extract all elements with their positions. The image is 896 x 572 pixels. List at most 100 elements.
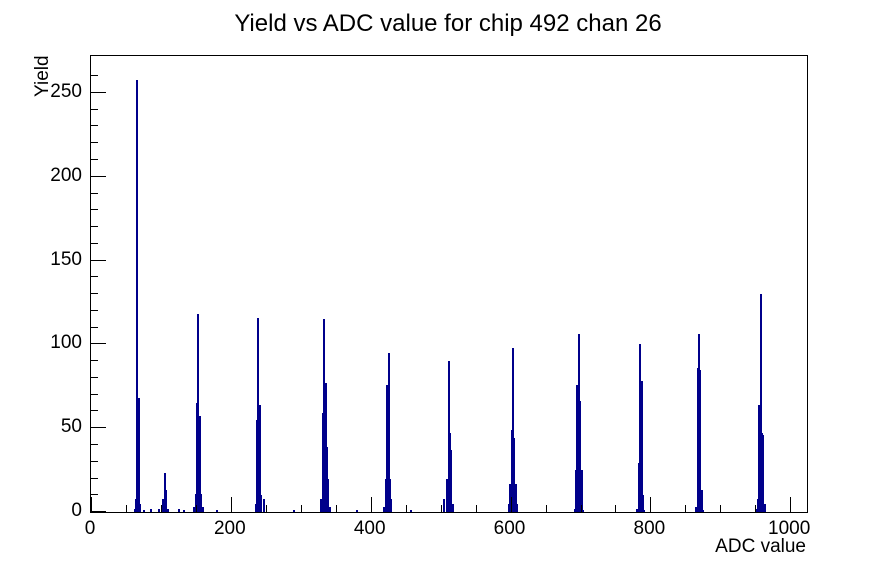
histogram-bin (581, 510, 584, 512)
x-minor-tick (545, 505, 547, 512)
histogram-bin (390, 498, 393, 512)
y-minor-tick (91, 494, 98, 496)
x-major-tick (230, 497, 232, 512)
histogram-bin (643, 510, 646, 512)
x-tick-label: 800 (633, 518, 666, 539)
y-major-tick (91, 511, 106, 512)
histogram-bin (139, 503, 142, 512)
histogram-bin (136, 79, 139, 512)
x-tick-label: 600 (493, 518, 526, 539)
histogram-bin (513, 438, 516, 512)
x-minor-tick (195, 505, 197, 512)
y-major-tick (91, 259, 106, 261)
y-minor-tick (91, 276, 98, 278)
x-minor-tick (126, 505, 127, 512)
x-major-tick (790, 497, 792, 512)
y-minor-tick (91, 376, 98, 378)
x-minor-tick (580, 505, 582, 512)
x-tick-label: 400 (353, 518, 386, 539)
x-major-tick (370, 497, 372, 512)
x-major-tick (510, 497, 512, 512)
histogram-bin (328, 507, 331, 512)
histogram-bin (201, 507, 204, 512)
y-minor-tick (91, 108, 98, 110)
y-major-tick (91, 175, 106, 177)
y-minor-tick (91, 242, 98, 244)
x-minor-tick (755, 505, 757, 512)
histogram-bin (580, 470, 583, 512)
histogram-bin (516, 503, 519, 512)
histogram-bin (388, 478, 391, 512)
histogram-bin (200, 493, 203, 512)
histogram-bin (763, 503, 766, 512)
histogram-bin (258, 404, 261, 512)
y-minor-tick (91, 393, 98, 395)
histogram-bin (387, 352, 390, 512)
y-major-tick (91, 343, 106, 345)
y-minor-tick (91, 209, 98, 211)
histogram-bin (762, 434, 765, 512)
histogram-bin (150, 508, 153, 512)
y-minor-tick (91, 309, 98, 311)
histogram-bin (642, 495, 644, 512)
y-tick-label: 150 (50, 248, 82, 270)
histogram-bin (759, 294, 762, 512)
histogram-bin (699, 369, 702, 512)
histogram-bin (640, 381, 643, 512)
y-major-tick (91, 91, 106, 93)
y-minor-tick (91, 158, 98, 160)
histogram-bin (137, 398, 140, 512)
x-major-tick (91, 497, 92, 512)
plot-frame (90, 55, 808, 513)
histogram-bin (143, 510, 146, 512)
x-tick-label: 200 (213, 518, 246, 539)
histogram-bin (158, 508, 161, 512)
histogram-bin (511, 347, 514, 512)
histogram-bin (263, 498, 265, 512)
histogram-bin (409, 510, 412, 512)
x-tick-label: 0 (84, 518, 96, 539)
y-minor-tick (91, 360, 98, 362)
x-minor-tick (615, 505, 617, 512)
x-minor-tick (685, 505, 687, 512)
chart-title: Yield vs ADC value for chip 492 chan 26 (234, 10, 662, 37)
histogram-bin (451, 503, 454, 512)
histogram-bin (183, 510, 186, 512)
y-minor-tick (91, 326, 98, 328)
histogram-bin (165, 490, 168, 512)
y-tick-label: 200 (50, 164, 82, 186)
histogram-bin (579, 401, 582, 512)
x-minor-tick (440, 505, 442, 512)
x-minor-tick (405, 505, 407, 512)
x-major-tick (650, 497, 652, 512)
x-axis-title: ADC value (715, 536, 806, 557)
y-minor-tick (91, 226, 98, 227)
y-minor-tick (91, 477, 98, 479)
histogram-bin (197, 314, 200, 512)
x-minor-tick (335, 505, 337, 512)
y-minor-tick (91, 443, 98, 445)
histogram-bin (260, 495, 263, 512)
y-minor-tick (91, 125, 98, 127)
histogram-bin (700, 490, 703, 512)
y-minor-tick (91, 410, 98, 412)
histogram-bin (702, 510, 705, 512)
y-tick-label: 0 (71, 500, 82, 521)
x-minor-tick (160, 505, 162, 512)
x-minor-tick (475, 505, 477, 512)
x-minor-tick (720, 505, 722, 512)
y-minor-tick (91, 293, 98, 295)
x-tick-label: 1000 (768, 518, 811, 539)
histogram-bin (166, 508, 169, 512)
histogram-bin (514, 483, 517, 512)
histogram-bin (198, 416, 201, 512)
y-minor-tick (91, 460, 98, 462)
y-tick-label: 100 (50, 332, 82, 354)
histogram-bin (293, 510, 296, 512)
x-minor-tick (265, 505, 267, 512)
histogram-bin (443, 498, 446, 512)
y-major-tick (91, 427, 106, 429)
histogram-bin (327, 478, 330, 512)
y-minor-tick (91, 142, 98, 144)
y-tick-label: 50 (60, 416, 82, 438)
